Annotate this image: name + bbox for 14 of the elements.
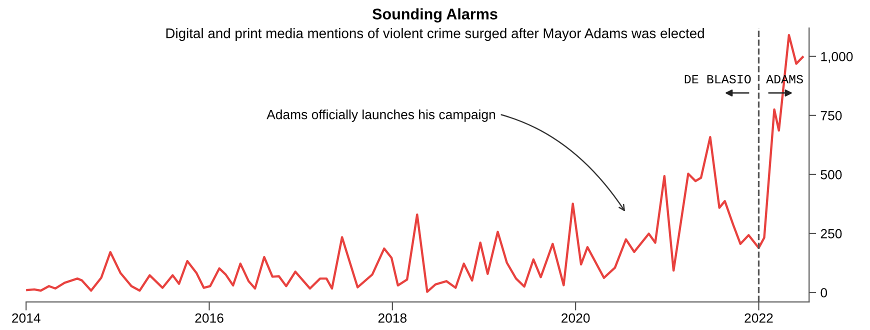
annotation: Adams officially launches his campaign: [266, 110, 496, 122]
y-tick-label: 1,000: [821, 52, 853, 63]
x-tick-label: 2018: [378, 313, 407, 323]
y-tick-label: 750: [820, 110, 842, 120]
x-tick-label: 2016: [195, 313, 224, 323]
y-tick-label: 0: [820, 288, 828, 298]
chart-title: Sounding Alarms: [372, 8, 498, 23]
y-tick-label: 500: [820, 170, 842, 180]
x-tick-label: 2022: [744, 313, 773, 323]
chart-subtitle: Digital and print media mentions of violent crime surged after Mayor Adams was elected: [166, 28, 704, 41]
annotation: DE BLASIO: [684, 74, 751, 84]
x-tick-label: 2014: [12, 313, 40, 323]
x-tick-label: 2020: [562, 313, 590, 323]
y-tick-label: 250: [820, 229, 842, 238]
